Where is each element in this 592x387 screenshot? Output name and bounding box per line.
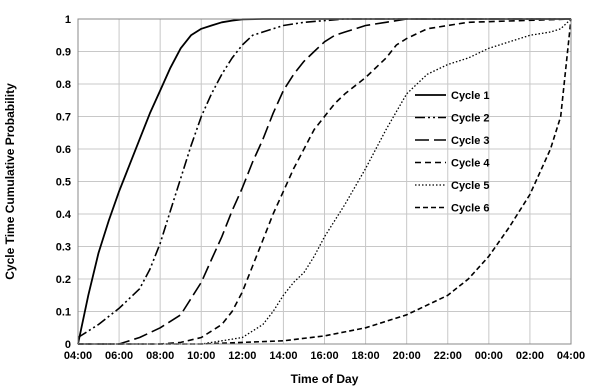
y-axis-title: Cycle Time Cumulative Probability [3,83,17,280]
x-tick-label: 06:00 [105,350,133,362]
series-line-cycle-4 [78,18,572,345]
x-tick-label: 20:00 [393,350,421,362]
x-tick-label: 08:00 [146,350,174,362]
series-line-cycle-1 [77,18,571,345]
y-tick-label: 0.7 [56,112,71,124]
y-tick-label: 0.1 [56,307,71,319]
y-tick-label: 0.6 [56,144,71,156]
y-tick-label: 1 [65,14,71,26]
legend-label-cycle-2: Cycle 2 [451,113,490,125]
x-tick-label: 10:00 [187,350,215,362]
series-line-cycle-5 [78,18,572,345]
series-lines [77,18,572,345]
legend-label-cycle-6: Cycle 6 [451,203,490,215]
x-axis-title: Time of Day [291,372,359,386]
legend-label-cycle-5: Cycle 5 [451,180,490,192]
legend-label-cycle-1: Cycle 1 [451,90,490,102]
y-tick-label: 0.9 [56,47,71,59]
plot-border [77,18,572,345]
x-tick-label: 04:00 [557,350,585,362]
x-tick-label: 04:00 [64,350,92,362]
x-tick-label: 18:00 [352,350,380,362]
legend: Cycle 1 Cycle 2 Cycle 3 Cycle 4 Cycle 5 Cycle… [415,90,490,215]
series-line-cycle-6 [78,18,572,345]
y-tick-label: 0.3 [56,242,71,254]
x-tick-label: 12:00 [228,350,256,362]
y-tick-label: 0.2 [56,274,71,286]
x-tick-label: 02:00 [516,350,544,362]
y-tick-label: 0.8 [56,79,71,91]
y-tick-labels: 0 0.1 0.2 0.3 0.4 0.5 0.6 0.7 0.8 0.9 1 [56,14,72,351]
y-tick-label: 0.5 [56,177,71,189]
legend-label-cycle-3: Cycle 3 [451,135,490,147]
x-tick-label: 22:00 [434,350,462,362]
legend-label-cycle-4: Cycle 4 [451,158,490,170]
series-line-cycle-3 [78,18,571,345]
x-tick-labels: 04:00 06:00 08:00 10:00 12:00 14:00 16:00 18:00… [64,350,585,362]
y-tick-label: 0 [65,339,71,351]
x-tick-label: 16:00 [310,350,338,362]
x-tick-label: 00:00 [475,350,503,362]
x-tick-label: 14:00 [269,350,297,362]
y-tick-label: 0.4 [56,209,72,221]
